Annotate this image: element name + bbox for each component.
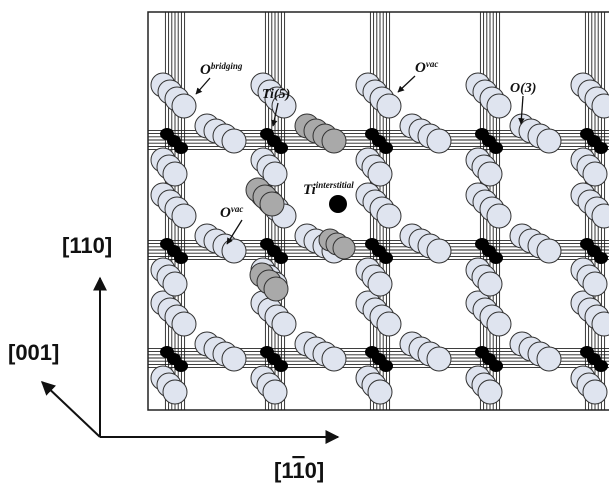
titanium-atom: [594, 360, 608, 372]
label-o-bridging: Obridging: [200, 61, 243, 78]
rutile-lattice: [148, 12, 609, 410]
label-o-vac-top: Ovac: [415, 59, 438, 76]
label-o3: O(3): [510, 81, 536, 96]
oxygen-atom: [221, 128, 247, 154]
oxygen-atom: [376, 93, 402, 119]
pointer-ti5: [271, 102, 279, 127]
oxygen-atom: [477, 379, 503, 405]
titanium-atom: [489, 142, 503, 154]
axis-label-1-10: [110]: [274, 458, 324, 483]
ti-interstitial-atom: [329, 195, 347, 213]
label-ti-interstitial: Tiinterstitial: [303, 180, 354, 198]
titanium-atom: [379, 252, 393, 264]
oxygen-atom: [171, 203, 197, 229]
titanium-atom: [489, 252, 503, 264]
titanium-atom: [174, 360, 188, 372]
axis-label-001: [001]: [8, 340, 59, 365]
oxygen-atom: [591, 203, 609, 229]
oxygen-atom: [271, 311, 297, 337]
oxygen-atom: [262, 379, 288, 405]
oxygen-atom: [221, 238, 247, 264]
oxygen-atom: [536, 238, 562, 264]
label-o-vac-left: Ovac: [220, 204, 243, 221]
oxygen-atom: [367, 161, 393, 187]
oxygen-atom: [321, 346, 347, 372]
oxygen-atom: [582, 379, 608, 405]
oxygen-atom: [332, 236, 356, 260]
oxygen-atom: [271, 93, 297, 119]
titanium-atom: [174, 252, 188, 264]
pointer-o-vac-top: [397, 75, 416, 93]
oxygen-atom: [259, 191, 285, 217]
oxygen-atom: [486, 93, 512, 119]
oxygen-atom: [536, 346, 562, 372]
oxygen-atom: [536, 128, 562, 154]
titanium-atom: [174, 142, 188, 154]
axis-label-110: [110]: [62, 233, 112, 258]
titanium-atom: [489, 360, 503, 372]
oxygen-atom: [486, 311, 512, 337]
titanium-atom: [274, 252, 288, 264]
oxygen-atom: [221, 346, 247, 372]
oxygen-atom: [477, 161, 503, 187]
oxygen-atom: [162, 379, 188, 405]
oxygen-atom: [477, 271, 503, 297]
oxygen-atom: [321, 128, 347, 154]
oxygen-atom: [426, 128, 452, 154]
titanium-atom: [379, 360, 393, 372]
pointer-o-vac-left: [226, 219, 243, 245]
oxygen-atom: [591, 93, 609, 119]
oxygen-atom: [426, 238, 452, 264]
oxygen-atom: [591, 311, 609, 337]
axis-001-arrow: [40, 381, 101, 438]
oxygen-atom: [162, 271, 188, 297]
oxygen-atom: [263, 276, 289, 302]
oxygen-atom: [162, 161, 188, 187]
titanium-atom: [274, 142, 288, 154]
titanium-atom: [594, 252, 608, 264]
pointer-o3: [518, 95, 525, 125]
label-ti5: Ti(5): [262, 87, 290, 102]
oxygen-atom: [426, 346, 452, 372]
titanium-atom: [379, 142, 393, 154]
titanium-atom: [594, 142, 608, 154]
pointer-o-bridging: [195, 77, 211, 95]
overbar-digit: 1: [292, 458, 304, 483]
oxygen-atom: [262, 161, 288, 187]
oxygen-atom: [582, 161, 608, 187]
oxygen-atom: [582, 271, 608, 297]
oxygen-atom: [171, 311, 197, 337]
titanium-atom: [274, 360, 288, 372]
oxygen-atom: [367, 379, 393, 405]
oxygen-atom: [376, 311, 402, 337]
oxygen-atom: [367, 271, 393, 297]
oxygen-atom: [486, 203, 512, 229]
oxygen-atom: [171, 93, 197, 119]
crystal-axes: [110] [001] [110]: [8, 233, 340, 483]
oxygen-atom: [376, 203, 402, 229]
label-pointers: [195, 75, 525, 245]
